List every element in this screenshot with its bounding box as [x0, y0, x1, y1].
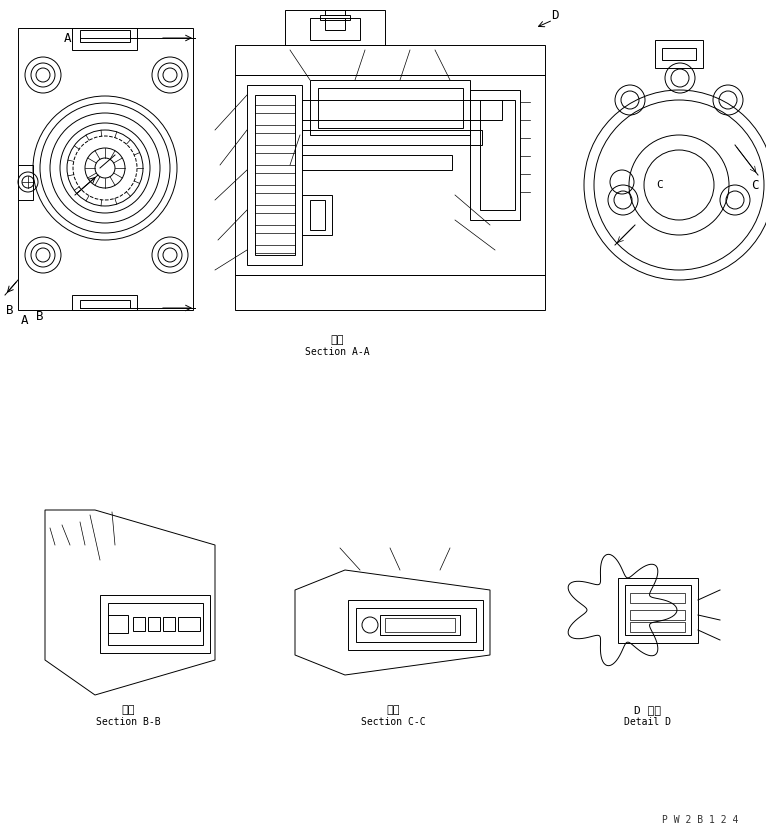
- Bar: [470, 90, 520, 220]
- Bar: [310, 200, 325, 230]
- Bar: [385, 618, 455, 632]
- Bar: [310, 80, 470, 135]
- Text: P W 2 B 1 2 4: P W 2 B 1 2 4: [662, 815, 738, 825]
- Text: D 詳細: D 詳細: [634, 705, 662, 715]
- Bar: [320, 15, 350, 20]
- Bar: [302, 155, 452, 170]
- Bar: [480, 100, 515, 210]
- Bar: [302, 195, 332, 235]
- Bar: [235, 275, 545, 310]
- Bar: [302, 100, 502, 120]
- Polygon shape: [568, 555, 677, 666]
- Bar: [72, 295, 137, 310]
- Bar: [80, 30, 130, 42]
- Bar: [255, 165, 295, 173]
- Bar: [310, 18, 360, 40]
- Bar: [178, 617, 200, 631]
- Text: B: B: [36, 309, 44, 323]
- Bar: [133, 617, 145, 631]
- Bar: [255, 185, 295, 193]
- Bar: [100, 595, 210, 653]
- Bar: [325, 18, 345, 30]
- Text: 断面: 断面: [121, 705, 135, 715]
- Bar: [625, 585, 691, 635]
- Bar: [618, 578, 698, 643]
- Bar: [255, 225, 295, 233]
- Bar: [72, 28, 137, 50]
- Bar: [148, 617, 160, 631]
- Bar: [356, 608, 476, 642]
- Bar: [255, 95, 295, 255]
- Bar: [630, 610, 685, 620]
- Text: 断面: 断面: [330, 335, 344, 345]
- Bar: [662, 48, 696, 60]
- Text: C: C: [751, 178, 759, 192]
- Bar: [285, 10, 385, 45]
- Text: B: B: [6, 304, 14, 316]
- Bar: [108, 603, 203, 645]
- Bar: [255, 205, 295, 213]
- Bar: [108, 615, 128, 633]
- Bar: [247, 85, 302, 265]
- Bar: [255, 125, 295, 133]
- Text: Section B-B: Section B-B: [96, 717, 160, 727]
- Text: Section A-A: Section A-A: [305, 347, 369, 357]
- Bar: [235, 45, 545, 75]
- Bar: [630, 593, 685, 603]
- Bar: [655, 40, 703, 68]
- Bar: [348, 600, 483, 650]
- Text: Detail D: Detail D: [624, 717, 672, 727]
- Bar: [255, 245, 295, 253]
- Text: A: A: [21, 314, 29, 326]
- Bar: [18, 165, 33, 200]
- Bar: [163, 617, 175, 631]
- Bar: [380, 615, 460, 635]
- Text: A: A: [64, 32, 72, 44]
- Text: 断面: 断面: [386, 705, 400, 715]
- Text: C: C: [656, 180, 663, 190]
- Bar: [255, 145, 295, 153]
- Bar: [302, 130, 482, 145]
- Bar: [235, 75, 545, 275]
- Text: D: D: [552, 8, 558, 22]
- Text: Section C-C: Section C-C: [361, 717, 425, 727]
- Bar: [325, 10, 345, 15]
- Bar: [18, 28, 193, 310]
- Bar: [80, 300, 130, 308]
- Bar: [255, 105, 295, 113]
- Bar: [318, 88, 463, 128]
- Bar: [630, 622, 685, 632]
